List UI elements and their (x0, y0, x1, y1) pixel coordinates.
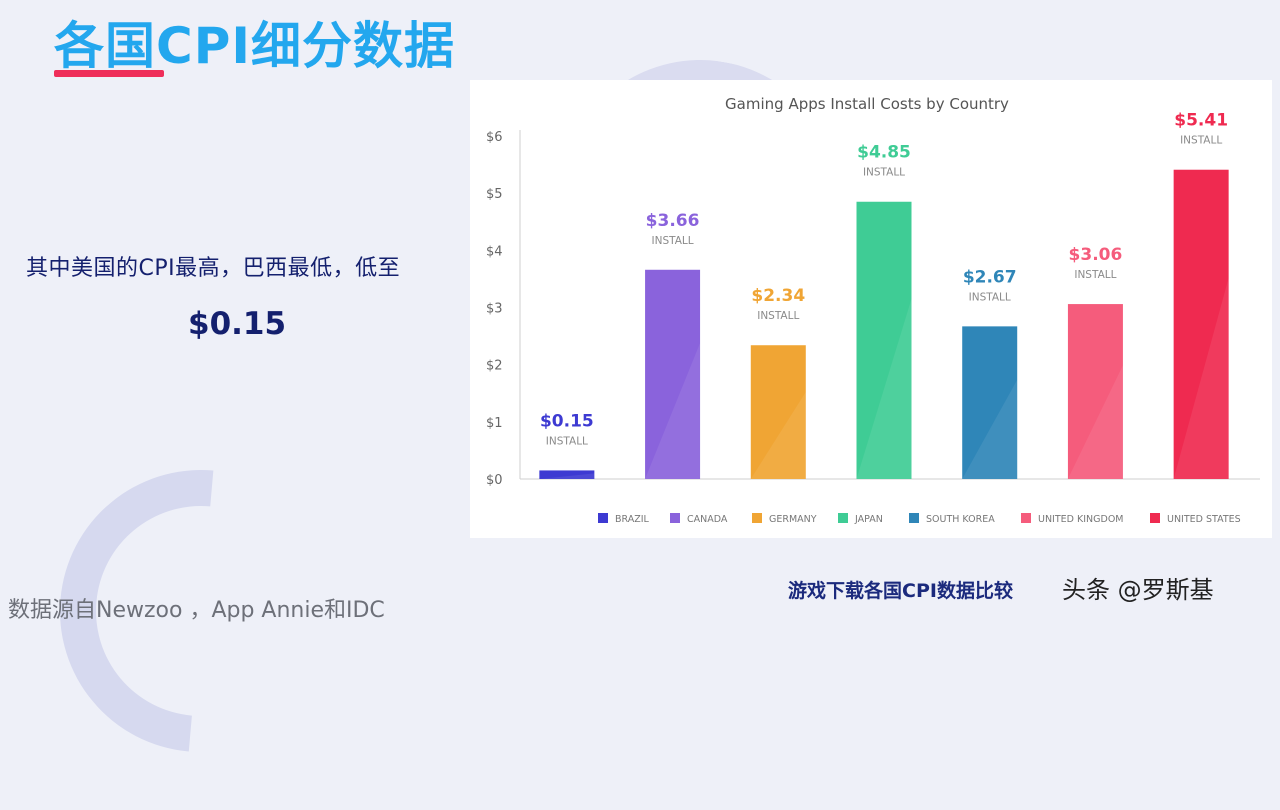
bar (1067, 304, 1123, 479)
watermark: 头条 @罗斯基 (1062, 576, 1214, 604)
bar-value-label: $3.66 (646, 211, 700, 231)
page-title: 各国CPI细分数据 (54, 17, 455, 75)
y-tick-label: $4 (486, 244, 503, 259)
legend-swatch (598, 513, 608, 523)
bar-sheen (645, 343, 701, 479)
legend-label: UNITED STATES (1167, 514, 1241, 525)
bar (962, 326, 1018, 479)
legend-swatch (909, 513, 919, 523)
y-tick-label: $6 (486, 130, 503, 145)
y-tick-label: $5 (486, 187, 503, 202)
bar-sublabel: INSTALL (1074, 269, 1116, 281)
bar-value-label: $5.41 (1174, 111, 1228, 131)
legend-label: CANADA (687, 514, 728, 525)
bar-sublabel: INSTALL (652, 235, 694, 247)
bar-value-label: $2.34 (751, 286, 805, 306)
legend-swatch (1150, 513, 1160, 523)
bar (539, 470, 595, 479)
highlight-value: $0.15 (188, 306, 287, 342)
bar (750, 345, 806, 479)
bar-value-label: $2.67 (963, 267, 1017, 287)
legend-swatch (1021, 513, 1031, 523)
bar-sublabel: INSTALL (1180, 135, 1222, 147)
bar-sheen (539, 473, 595, 479)
bar-sheen (1067, 365, 1123, 479)
y-tick-label: $0 (486, 473, 503, 488)
source-note: 数据源自Newzoo ，App Annie和IDC (8, 598, 385, 623)
bar-sheen (1173, 277, 1229, 479)
bar-chart: Gaming Apps Install Costs by Country $0$… (486, 95, 1260, 525)
bar-sublabel: INSTALL (969, 291, 1011, 303)
bar (645, 269, 701, 479)
bar-sublabel: INSTALL (863, 167, 905, 179)
bar-value-label: $0.15 (540, 411, 594, 431)
legend-label: SOUTH KOREA (926, 514, 995, 525)
legend-label: UNITED KINGDOM (1038, 514, 1124, 525)
bar (1173, 169, 1229, 479)
bar-sublabel: INSTALL (757, 310, 799, 322)
bar-value-label: $4.85 (857, 143, 911, 163)
y-tick-label: $3 (486, 302, 503, 317)
bar-sheen (750, 392, 806, 479)
legend-label: GERMANY (769, 514, 817, 525)
legend-swatch (838, 513, 848, 523)
bars: $0.15 INSTALL $3.66 INSTALL $2.34 INSTALL $4.8… (539, 111, 1229, 479)
legend-swatch (752, 513, 762, 523)
bar-sheen (962, 379, 1018, 479)
legend-label: BRAZIL (615, 514, 650, 525)
bar (856, 201, 912, 479)
subtitle: 其中美国的CPI最高，巴西最低，低至 (26, 256, 401, 281)
y-axis: $0 $1 $2 $3 $4 $5 $6 (486, 130, 1260, 488)
legend-label: JAPAN (854, 514, 883, 525)
y-tick-label: $2 (486, 359, 503, 374)
legend-swatch (670, 513, 680, 523)
y-tick-label: $1 (486, 416, 503, 431)
chart-caption: 游戏下载各国CPI数据比较 (788, 580, 1013, 602)
chart-panel: Gaming Apps Install Costs by Country $0 $… (470, 80, 1272, 538)
title-underline (54, 70, 164, 77)
bar-sheen (856, 298, 912, 479)
legend: BRAZIL CANADA GERMANY JAPAN SOUTH KOREA UNITE… (598, 513, 1241, 525)
bar-value-label: $3.06 (1069, 245, 1123, 265)
chart-title: Gaming Apps Install Costs by Country (725, 95, 1009, 113)
bar-sublabel: INSTALL (546, 435, 588, 447)
